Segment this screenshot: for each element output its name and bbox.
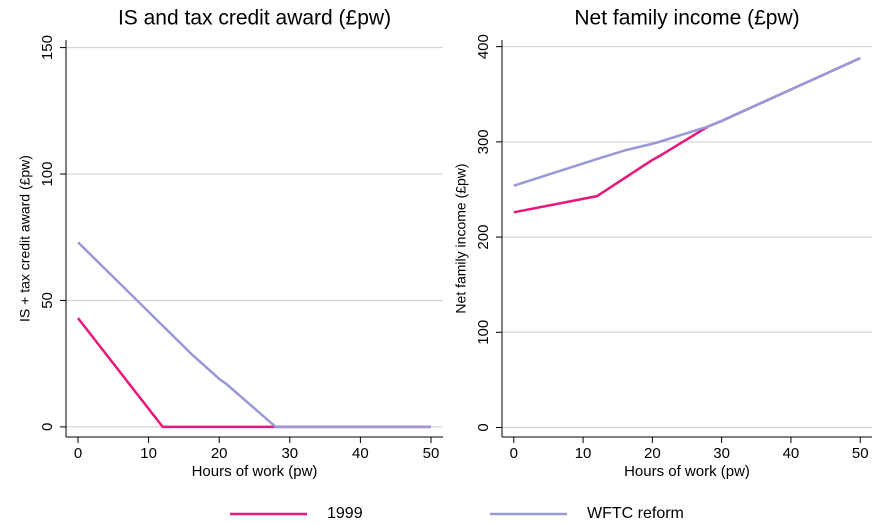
y-tick-label: 100 bbox=[39, 162, 56, 187]
y-axis-label: Net family income (£pw) bbox=[453, 163, 469, 313]
chart-title: IS and tax credit award (£pw) bbox=[118, 7, 391, 30]
y-tick-label: 200 bbox=[475, 225, 492, 250]
x-tick-label: 0 bbox=[510, 445, 518, 462]
y-tick-label: 0 bbox=[475, 423, 492, 431]
x-tick-label: 20 bbox=[211, 445, 228, 462]
x-tick-label: 0 bbox=[74, 445, 82, 462]
x-tick-label: 40 bbox=[352, 445, 369, 462]
x-tick-label: 30 bbox=[713, 445, 730, 462]
x-axis-label: Hours of work (pw) bbox=[192, 463, 318, 480]
x-tick-label: 50 bbox=[423, 445, 440, 462]
chart-title: Net family income (£pw) bbox=[574, 7, 799, 30]
line bbox=[77, 241, 431, 429]
y-tick-label: 0 bbox=[39, 423, 56, 431]
x-tick-label: 20 bbox=[644, 445, 661, 462]
line bbox=[77, 317, 431, 429]
y-tick-label: 100 bbox=[475, 320, 492, 345]
x-tick-label: 40 bbox=[783, 445, 800, 462]
y-tick-label: 150 bbox=[39, 35, 56, 60]
y-axis-label: IS + tax credit award (£pw) bbox=[17, 155, 33, 322]
x-tick-label: 50 bbox=[852, 445, 869, 462]
y-tick-label: 50 bbox=[39, 292, 56, 309]
x-tick-label: 10 bbox=[575, 445, 592, 462]
x-axis-label: Hours of work (pw) bbox=[624, 463, 750, 480]
legend-label: 1999 bbox=[327, 505, 363, 522]
line bbox=[513, 56, 861, 187]
x-tick-label: 30 bbox=[281, 445, 298, 462]
legend-label: WFTC reform bbox=[587, 505, 684, 522]
y-tick-label: 300 bbox=[475, 129, 492, 154]
y-tick-label: 400 bbox=[475, 34, 492, 59]
x-tick-label: 10 bbox=[140, 445, 157, 462]
